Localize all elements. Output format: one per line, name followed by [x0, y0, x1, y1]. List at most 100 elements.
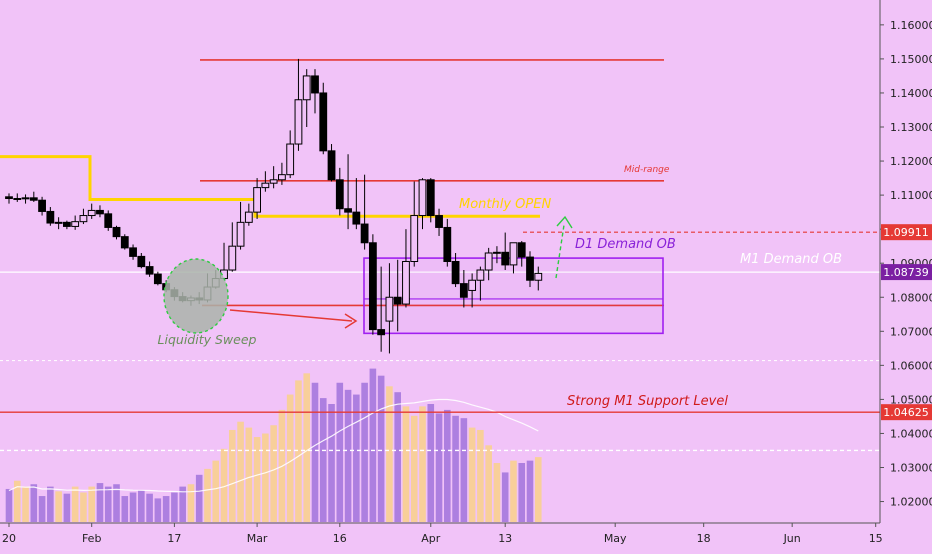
volume-bar [419, 406, 426, 522]
candle-body [377, 329, 386, 336]
volume-bar [369, 368, 377, 522]
volume-bar [319, 398, 327, 522]
volume-bar [71, 486, 79, 522]
y-tick-label: 1.13000 [890, 121, 932, 134]
volume-bar [80, 492, 87, 522]
volume-bar [63, 493, 71, 522]
volume-bar [386, 386, 393, 522]
candle-body [153, 273, 162, 285]
volume-bar [204, 468, 211, 522]
candle-body [302, 75, 311, 101]
x-tick-label: 17 [167, 532, 181, 545]
candle-body [5, 196, 13, 200]
x-tick-label: 20 [2, 532, 16, 545]
candle-body [435, 215, 443, 228]
candle-body [29, 197, 38, 201]
bullish-arrow-line [555, 224, 565, 279]
candle-body [418, 179, 427, 217]
candle-body [443, 226, 452, 262]
candle-body [294, 99, 303, 145]
volume-bar [444, 409, 451, 522]
candle-body [526, 256, 534, 281]
volume-bar [518, 463, 526, 522]
candle-body [402, 261, 410, 305]
candle-body [104, 213, 113, 228]
candle-body [62, 221, 71, 227]
candle-body [253, 187, 261, 213]
volume-bar [162, 496, 170, 522]
candle-body [228, 245, 237, 271]
price-label-box [881, 264, 932, 281]
y-tick-label: 1.03000 [890, 461, 932, 474]
volume-bar [245, 427, 253, 522]
candle-body [145, 266, 154, 275]
x-tick-label: 18 [697, 532, 711, 545]
candle-body [468, 279, 477, 291]
volume-bar [212, 460, 220, 522]
candle-body [335, 179, 344, 210]
candle-body [96, 209, 104, 215]
y-tick-label: 1.08000 [890, 291, 932, 304]
x-tick-label: Jun [783, 532, 801, 545]
liquidity-sweep-circle [163, 258, 229, 334]
y-tick-label: 1.16000 [890, 19, 932, 32]
volume-layer [5, 368, 542, 522]
mid-range-label: Mid-range [624, 165, 670, 175]
sweep-arrow-line [229, 309, 353, 322]
candle-body [278, 174, 286, 181]
sweep-arrow-head [344, 313, 358, 329]
volume-bar [187, 484, 195, 522]
x-tick-label: May [604, 532, 627, 545]
candle-body [493, 251, 501, 254]
y-tick-label: 1.02000 [890, 496, 932, 509]
volume-bar [30, 484, 38, 522]
volume-bar [146, 493, 153, 522]
volume-bar [96, 483, 104, 522]
candle-body [476, 269, 485, 281]
volume-bar [410, 415, 418, 522]
candle-body [451, 261, 460, 285]
candle-body [534, 272, 543, 281]
volume-bar [534, 457, 542, 522]
candle-body [112, 226, 121, 238]
volume-bar [510, 460, 517, 522]
y-tick-label: 1.06000 [890, 359, 932, 372]
volume-bar [47, 486, 54, 522]
candle-body [71, 221, 80, 227]
y-tick-label: 1.14000 [890, 87, 932, 100]
candle-body [54, 221, 63, 224]
candle-body [327, 150, 336, 181]
volume-bar [286, 394, 294, 522]
d1-demand-ob-label: D1 Demand OB [575, 237, 676, 252]
volume-bar [526, 460, 534, 522]
price-label-text: 1.09911 [883, 226, 929, 239]
candle-body [484, 252, 493, 271]
volume-bar [13, 480, 21, 522]
volume-bar [138, 490, 145, 522]
volume-bar [270, 425, 277, 522]
volume-bar [237, 421, 244, 522]
volume-bar [179, 486, 186, 522]
bullish-arrow-head [556, 215, 573, 229]
volume-bar [435, 413, 443, 522]
m1-demand-ob-label: M1 Demand OB [740, 252, 842, 267]
x-tick-label: Apr [421, 532, 441, 545]
volume-bar [468, 427, 476, 522]
volume-bar [171, 492, 178, 522]
volume-bar [394, 392, 401, 522]
volume-bar [55, 491, 62, 522]
volume-bar [377, 375, 385, 522]
candle-body [79, 215, 88, 223]
y-tick-label: 1.05000 [890, 393, 932, 406]
x-tick-label: 15 [869, 532, 883, 545]
volume-bar [477, 429, 484, 522]
candle-body [13, 198, 22, 201]
annotations-layer: Liquidity Sweep D1 Demand OB M1 Demand OB M… [158, 165, 843, 409]
candle-body [236, 221, 245, 247]
candle-body [87, 209, 96, 217]
volume-bar [336, 382, 344, 522]
monthly-open-label: Monthly OPEN [459, 197, 551, 212]
volume-bar [228, 429, 236, 522]
